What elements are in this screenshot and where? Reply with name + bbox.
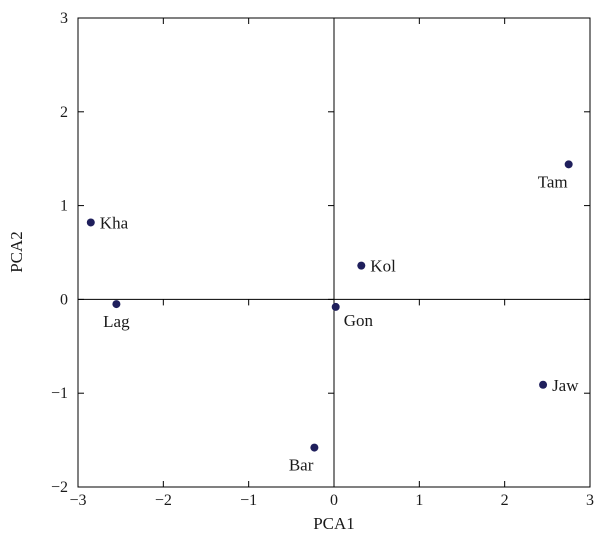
data-points: Kha Lag Bar Gon Kol Jaw Tam (86, 160, 579, 475)
data-point-kha (86, 218, 95, 227)
point-label-jaw: Jaw (552, 376, 579, 395)
y-tick-label: 3 (60, 10, 68, 27)
x-tick-label: −3 (69, 492, 86, 509)
point-label-bar: Bar (289, 456, 314, 475)
point-label-kha: Kha (100, 213, 129, 232)
x-tick-label: 1 (415, 492, 423, 509)
y-tick-label: 1 (60, 198, 68, 215)
y-axis-title: PCA2 (7, 231, 26, 273)
data-point-tam (564, 160, 573, 169)
x-tick-label: 3 (586, 492, 594, 509)
x-tick-label: −2 (155, 492, 172, 509)
data-point-lag (112, 300, 121, 309)
data-point-jaw (539, 380, 548, 389)
x-tick-label: −1 (240, 492, 257, 509)
x-axis-title: PCA1 (313, 514, 355, 533)
y-tick-label: 0 (60, 291, 68, 308)
x-axis-ticks: −3 −2 −1 0 1 2 3 (69, 18, 594, 509)
data-point-gon (331, 302, 340, 311)
y-tick-label: −2 (51, 479, 68, 496)
point-label-tam: Tam (538, 172, 568, 191)
data-point-kol (357, 261, 366, 270)
point-label-lag: Lag (103, 312, 130, 331)
y-tick-label: 2 (60, 104, 68, 121)
y-axis-ticks: −2 −1 0 1 2 3 (51, 10, 590, 496)
point-label-kol: Kol (370, 257, 396, 276)
x-tick-label: 2 (501, 492, 509, 509)
y-tick-label: −1 (51, 385, 68, 402)
zero-lines (78, 18, 590, 487)
data-point-bar (310, 443, 319, 452)
x-tick-label: 0 (330, 492, 338, 509)
point-label-gon: Gon (344, 311, 374, 330)
